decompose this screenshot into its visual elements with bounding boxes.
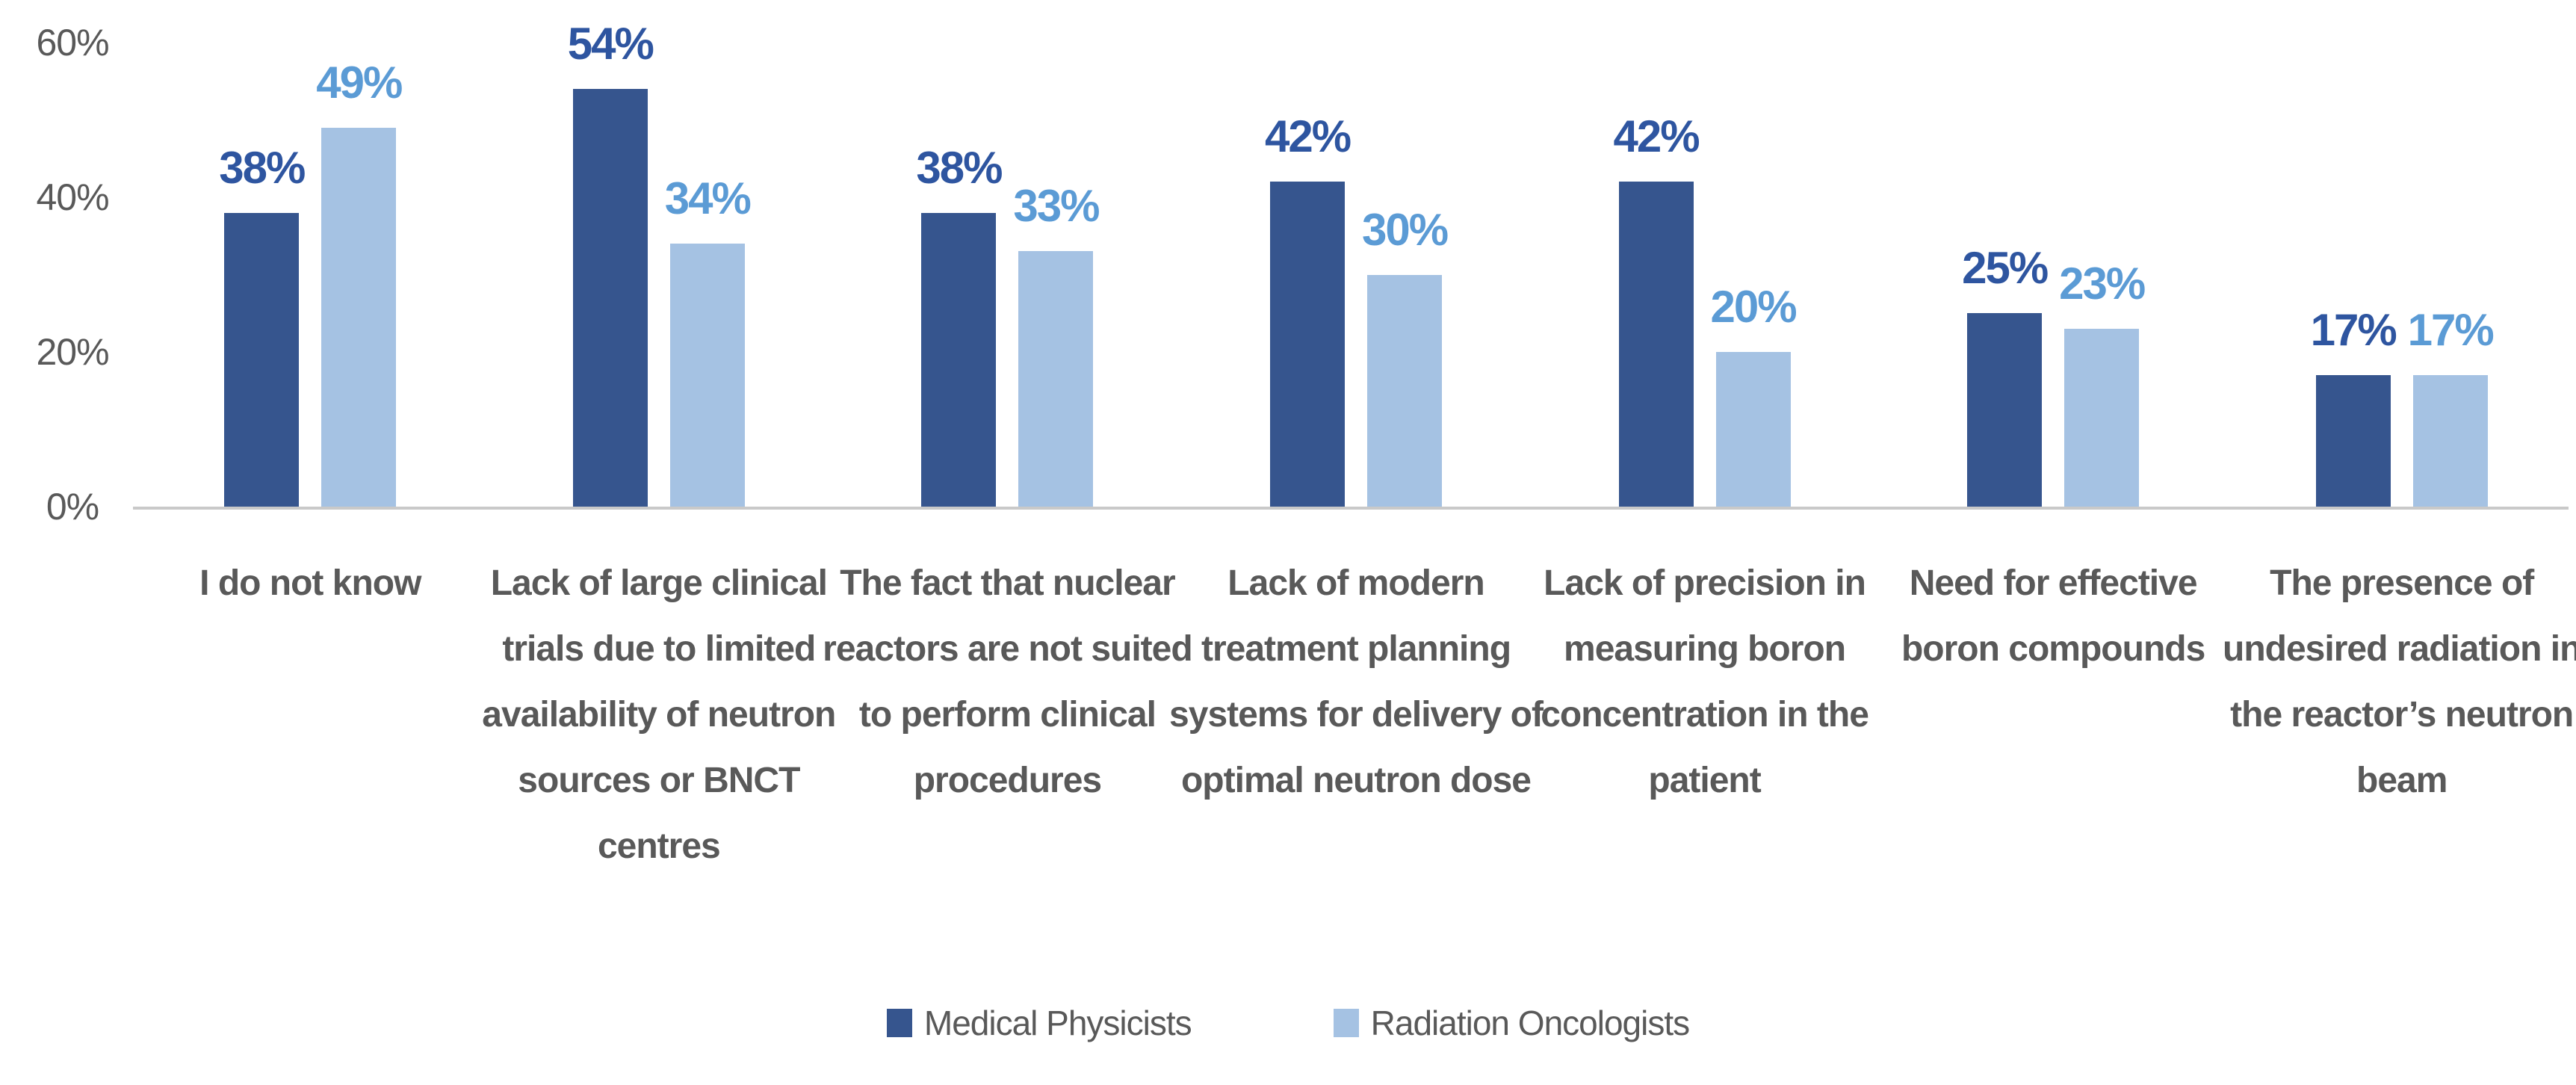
bar-value-label: 17% <box>2407 305 2495 356</box>
category-label: Lack of precision in measuring boron con… <box>1541 563 1869 800</box>
bar-medical-physicists <box>1270 182 1345 507</box>
bar-value-label: 17% <box>2310 305 2397 356</box>
bar-value-label: 20% <box>1710 282 1798 332</box>
bar-value-label: 49% <box>316 57 403 108</box>
y-axis-tick-label: 40% <box>36 176 109 218</box>
bar-medical-physicists <box>921 212 997 507</box>
y-axis-tick-label: 0% <box>46 486 99 528</box>
legend-item: Radiation Oncologists <box>1333 1003 1690 1043</box>
legend: Medical Physicists Radiation Oncologists <box>0 1003 2576 1043</box>
bar-radiation-oncologists <box>669 244 745 507</box>
bar-medical-physicists <box>1618 182 1694 507</box>
category-label: Lack of modern treatment planning system… <box>1169 563 1544 800</box>
legend-label: Radiation Oncologists <box>1370 1004 1690 1042</box>
bar-value-label: 38% <box>219 142 306 193</box>
category-label: Lack of large clinical trials due to lim… <box>482 563 836 866</box>
category-label: The fact that nuclear reactors are not s… <box>823 563 1193 800</box>
category-label: Need for effective boron compounds <box>1901 563 2205 669</box>
bar-radiation-oncologists <box>1367 274 1442 507</box>
category-label: I do not know <box>199 563 421 603</box>
legend-item: Medical Physicists <box>886 1003 1192 1043</box>
bar-radiation-oncologists <box>2412 375 2488 507</box>
bar-value-label: 42% <box>1613 111 1700 162</box>
bar-value-label: 54% <box>567 19 654 69</box>
category-label: The presence of undesired radiation in t… <box>2223 563 2576 800</box>
bar-medical-physicists <box>1967 313 2043 507</box>
bar-radiation-oncologists <box>2064 328 2140 507</box>
bar-radiation-oncologists <box>1018 251 1094 507</box>
x-axis-line <box>133 507 2569 510</box>
bar-medical-physicists <box>224 212 300 507</box>
bar-value-label: 33% <box>1013 181 1100 232</box>
y-axis-tick-label: 60% <box>36 22 109 64</box>
bar-medical-physicists <box>2315 375 2391 507</box>
legend-swatch <box>886 1009 912 1037</box>
bar-radiation-oncologists <box>1715 352 1791 507</box>
bar-value-label: 30% <box>1361 204 1449 255</box>
y-axis-tick-label: 20% <box>36 331 109 373</box>
legend-swatch <box>1333 1009 1359 1037</box>
bar-value-label: 38% <box>916 142 1003 193</box>
legend-label: Medical Physicists <box>923 1004 1192 1042</box>
bar-value-label: 34% <box>664 173 752 224</box>
bar-value-label: 23% <box>2059 258 2146 309</box>
bar-medical-physicists <box>572 89 648 507</box>
bar-radiation-oncologists <box>321 127 397 507</box>
bar-value-label: 25% <box>1962 243 2049 294</box>
bar-value-label: 42% <box>1264 111 1352 162</box>
